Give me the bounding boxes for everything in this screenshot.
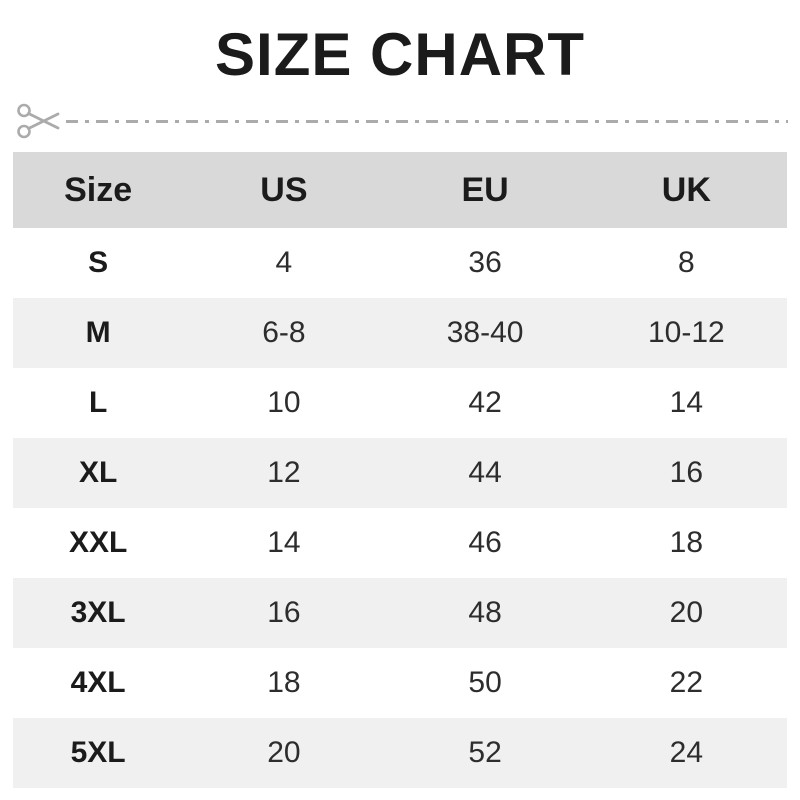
eu-cell: 42 — [468, 386, 502, 419]
table-row: M 6-8 38-40 10-12 — [13, 298, 787, 368]
size-cell: 3XL — [70, 596, 126, 629]
eu-cell: 44 — [468, 456, 502, 489]
us-cell: 12 — [267, 456, 301, 489]
us-cell: 6-8 — [262, 316, 306, 349]
page-title: SIZE CHART — [215, 21, 585, 88]
table-row: 4XL 18 50 22 — [13, 648, 787, 718]
size-cell: M — [85, 316, 111, 349]
table-row: XL 12 44 16 — [13, 438, 787, 508]
uk-cell: 22 — [669, 666, 704, 699]
table-row: S 4 36 8 — [13, 228, 787, 298]
table-header-row: Size US EU UK — [13, 152, 787, 228]
uk-cell: 16 — [669, 456, 704, 489]
scissors-icon — [17, 103, 60, 139]
size-cell: S — [88, 246, 109, 279]
size-cell: XL — [78, 456, 118, 489]
cut-divider — [16, 99, 788, 143]
size-cell: XXL — [68, 526, 128, 559]
uk-cell: 24 — [669, 736, 704, 769]
us-cell: 4 — [275, 246, 293, 279]
us-cell: 10 — [267, 386, 301, 419]
header-eu: EU — [461, 170, 509, 209]
table-row: L 10 42 14 — [13, 368, 787, 438]
us-cell: 18 — [267, 666, 301, 699]
size-cell: L — [88, 386, 108, 419]
size-cell: 5XL — [70, 736, 126, 769]
size-table: Size US EU UK S 4 36 8 M 6-8 38-40 10-12 L 10 42 14… — [13, 152, 787, 788]
eu-cell: 52 — [468, 736, 502, 769]
eu-cell: 48 — [468, 596, 502, 629]
dashed-cut-line — [66, 119, 788, 123]
header-us: US — [260, 170, 308, 209]
size-cell: 4XL — [70, 666, 126, 699]
eu-cell: 36 — [468, 246, 502, 279]
table-row: 3XL 16 48 20 — [13, 578, 787, 648]
us-cell: 20 — [267, 736, 301, 769]
eu-cell: 50 — [468, 666, 502, 699]
eu-cell: 38-40 — [446, 316, 524, 349]
us-cell: 16 — [267, 596, 301, 629]
uk-cell: 8 — [678, 246, 695, 279]
header-uk: UK — [661, 170, 711, 209]
table-body: S 4 36 8 M 6-8 38-40 10-12 L 10 42 14 XL 12 44 16 XXL 14 4… — [13, 228, 787, 788]
uk-cell: 18 — [669, 526, 704, 559]
table-row: XXL 14 46 18 — [13, 508, 787, 578]
uk-cell: 10-12 — [647, 316, 725, 349]
eu-cell: 46 — [468, 526, 502, 559]
uk-cell: 14 — [669, 386, 704, 419]
us-cell: 14 — [267, 526, 301, 559]
header-size: Size — [64, 170, 133, 209]
table-row: 5XL 20 52 24 — [13, 718, 787, 788]
uk-cell: 20 — [669, 596, 704, 629]
